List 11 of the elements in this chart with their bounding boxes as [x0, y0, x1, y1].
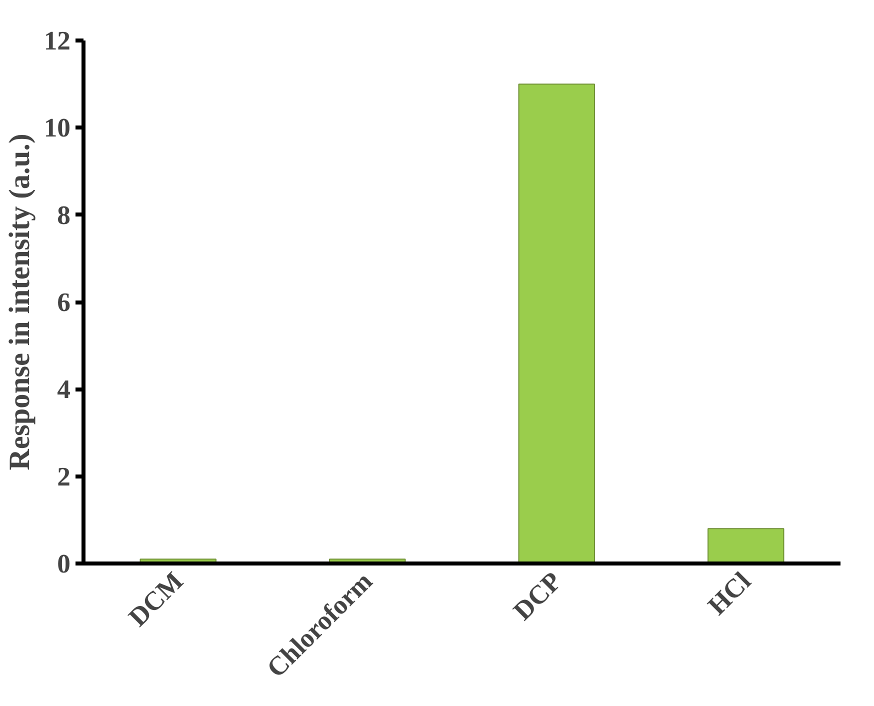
y-tick-label: 6: [57, 287, 70, 317]
y-axis-title: Response in intensity (a.u.): [4, 134, 36, 470]
y-tick-label: 8: [57, 200, 70, 230]
y-tick-label: 10: [44, 112, 70, 143]
bar: [708, 528, 784, 564]
y-tick-label: 4: [57, 374, 70, 404]
y-tick-label: 2: [57, 461, 70, 492]
bar: [518, 84, 595, 564]
x-tick-label: HCl: [702, 566, 756, 621]
y-tick-label: 12: [44, 26, 70, 56]
y-tick-label: 0: [57, 548, 70, 578]
